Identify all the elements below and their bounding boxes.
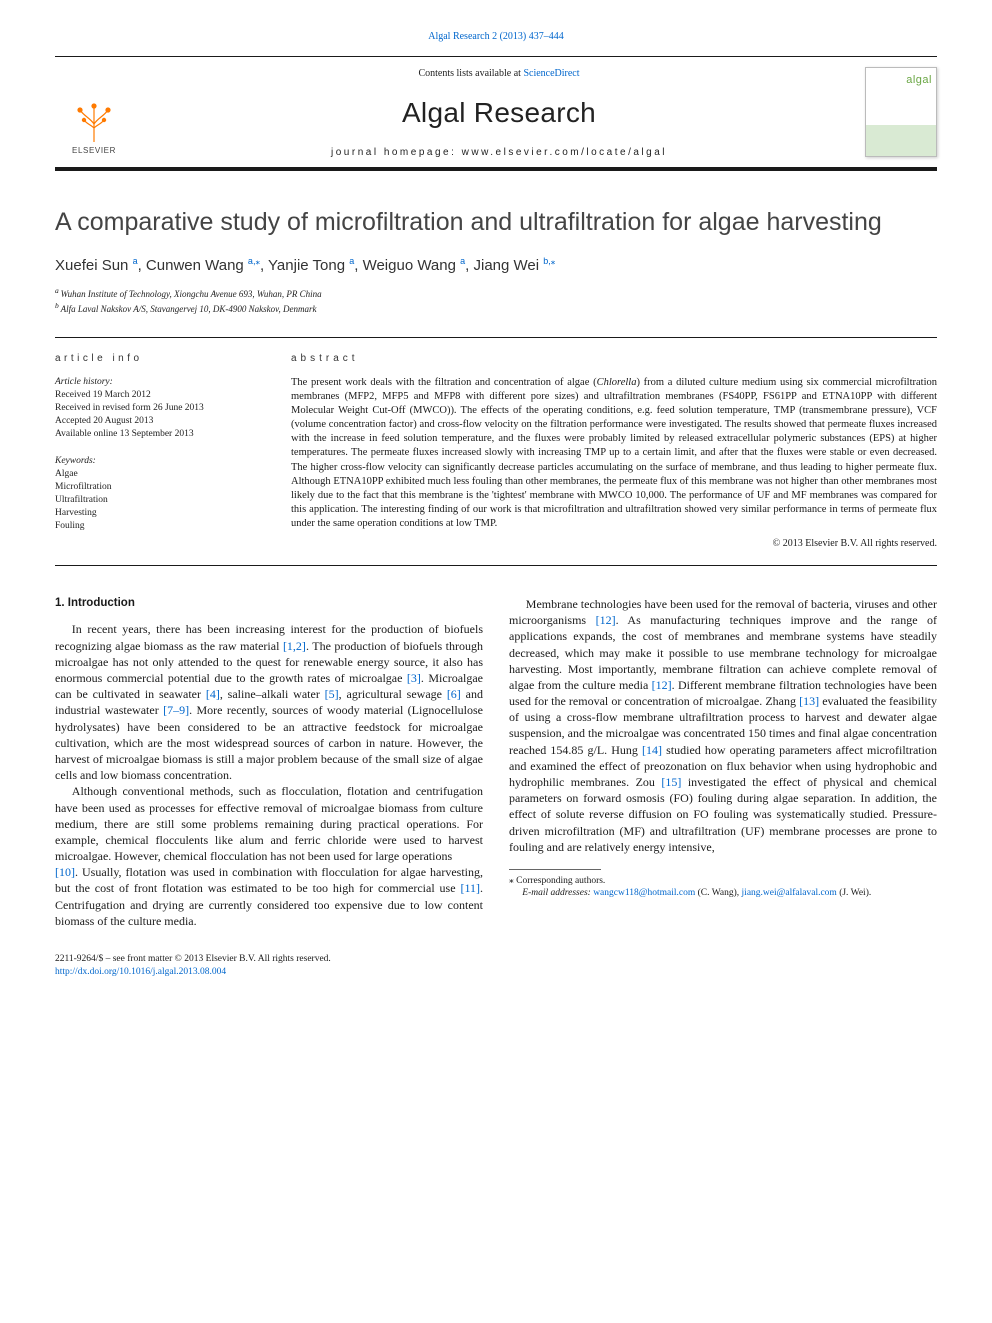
history-line: Received in revised form 26 June 2013 bbox=[55, 402, 257, 415]
body-paragraph: [10]. Usually, flotation was used in com… bbox=[55, 864, 483, 929]
citation-link[interactable]: [15] bbox=[661, 775, 681, 789]
article-history: Article history: Received 19 March 2012R… bbox=[55, 376, 257, 441]
history-head: Article history: bbox=[55, 376, 257, 389]
corresponding-label: ⁎ Corresponding authors. bbox=[509, 875, 937, 887]
author-aff-marker: a bbox=[460, 256, 465, 266]
contents-prefix: Contents lists available at bbox=[418, 68, 523, 79]
body-columns: 1. Introduction In recent years, there h… bbox=[55, 596, 937, 929]
author: Yanjie Tong a bbox=[268, 257, 354, 274]
author: Jiang Wei b,⁎ bbox=[474, 257, 556, 274]
history-line: Available online 13 September 2013 bbox=[55, 428, 257, 441]
keyword: Ultrafiltration bbox=[55, 494, 257, 507]
citation-link[interactable]: [7–9] bbox=[163, 703, 189, 717]
email-link[interactable]: jiang.wei@alfalaval.com bbox=[742, 888, 837, 898]
header-center: Contents lists available at ScienceDirec… bbox=[143, 67, 855, 168]
footer-left: 2211-9264/$ – see front matter © 2013 El… bbox=[55, 953, 331, 979]
page-footer: 2211-9264/$ – see front matter © 2013 El… bbox=[55, 953, 937, 979]
contents-line: Contents lists available at ScienceDirec… bbox=[149, 67, 849, 81]
keyword: Microfiltration bbox=[55, 481, 257, 494]
citation-link[interactable]: [13] bbox=[799, 694, 819, 708]
citation-link[interactable]: [10] bbox=[55, 865, 75, 879]
citation-link[interactable]: [14] bbox=[642, 743, 662, 757]
journal-homepage: journal homepage: www.elsevier.com/locat… bbox=[149, 146, 849, 160]
affiliations: a Wuhan Institute of Technology, Xiongch… bbox=[55, 286, 937, 315]
top-citation-link[interactable]: Algal Research 2 (2013) 437–444 bbox=[428, 31, 564, 42]
author: Cunwen Wang a,⁎ bbox=[146, 257, 260, 274]
keywords-block: Keywords: AlgaeMicrofiltrationUltrafiltr… bbox=[55, 455, 257, 533]
top-citation: Algal Research 2 (2013) 437–444 bbox=[55, 30, 937, 44]
article-info-label: article info bbox=[55, 352, 257, 366]
journal-cover-thumb: algal bbox=[865, 67, 937, 157]
intro-heading: 1. Introduction bbox=[55, 596, 483, 612]
citation-link[interactable]: [4] bbox=[206, 687, 220, 701]
doi-link[interactable]: http://dx.doi.org/10.1016/j.algal.2013.0… bbox=[55, 967, 226, 977]
footnote-rule bbox=[509, 869, 601, 870]
keywords-head: Keywords: bbox=[55, 455, 257, 468]
citation-link[interactable]: [3] bbox=[407, 671, 421, 685]
abstract-column: abstract The present work deals with the… bbox=[273, 337, 937, 565]
elsevier-tree-icon: ELSEVIER bbox=[65, 91, 123, 161]
keyword: Algae bbox=[55, 468, 257, 481]
body-paragraph: Membrane technologies have been used for… bbox=[509, 596, 937, 855]
history-line: Received 19 March 2012 bbox=[55, 389, 257, 402]
body-paragraph: Although conventional methods, such as f… bbox=[55, 783, 483, 864]
sciencedirect-link[interactable]: ScienceDirect bbox=[523, 68, 579, 79]
abstract-text: The present work deals with the filtrati… bbox=[291, 376, 937, 532]
affiliation: b Alfa Laval Nakskov A/S, Stavangervej 1… bbox=[55, 301, 937, 315]
corresponding-emails: E-mail addresses: wangcw118@hotmail.com … bbox=[509, 887, 937, 899]
email-link[interactable]: wangcw118@hotmail.com bbox=[593, 888, 695, 898]
authors-line: Xuefei Sun a, Cunwen Wang a,⁎, Yanjie To… bbox=[55, 255, 937, 276]
author-aff-marker: b,⁎ bbox=[543, 256, 555, 266]
citation-link[interactable]: [6] bbox=[447, 687, 461, 701]
history-line: Accepted 20 August 2013 bbox=[55, 415, 257, 428]
author: Weiguo Wang a bbox=[363, 257, 466, 274]
homepage-prefix: journal homepage: bbox=[331, 147, 462, 158]
issn-line: 2211-9264/$ – see front matter © 2013 El… bbox=[55, 953, 331, 966]
citation-link[interactable]: [1,2] bbox=[283, 639, 306, 653]
homepage-url: www.elsevier.com/locate/algal bbox=[462, 147, 667, 158]
abstract-label: abstract bbox=[291, 352, 937, 366]
article-info-column: article info Article history: Received 1… bbox=[55, 337, 273, 565]
footnote-block: ⁎ Corresponding authors. E-mail addresse… bbox=[509, 875, 937, 900]
cover-word: algal bbox=[906, 73, 932, 88]
abstract-copyright: © 2013 Elsevier B.V. All rights reserved… bbox=[291, 537, 937, 551]
citation-link[interactable]: [11] bbox=[460, 881, 480, 895]
citation-link[interactable]: [12] bbox=[596, 613, 616, 627]
author: Xuefei Sun a bbox=[55, 257, 138, 274]
keyword: Fouling bbox=[55, 520, 257, 533]
citation-link[interactable]: [5] bbox=[325, 687, 339, 701]
author-aff-marker: a bbox=[133, 256, 138, 266]
citation-link[interactable]: [12] bbox=[652, 678, 672, 692]
publisher-logo-block: ELSEVIER bbox=[55, 67, 133, 168]
affiliation: a Wuhan Institute of Technology, Xiongch… bbox=[55, 286, 937, 300]
publisher-name: ELSEVIER bbox=[72, 146, 116, 157]
author-aff-marker: a,⁎ bbox=[248, 256, 260, 266]
info-abstract-block: article info Article history: Received 1… bbox=[55, 337, 937, 566]
journal-header: ELSEVIER Contents lists available at Sci… bbox=[55, 56, 937, 172]
author-aff-marker: a bbox=[349, 256, 354, 266]
keyword: Harvesting bbox=[55, 507, 257, 520]
article-title: A comparative study of microfiltration a… bbox=[55, 207, 937, 238]
journal-name: Algal Research bbox=[149, 94, 849, 132]
body-paragraph: In recent years, there has been increasi… bbox=[55, 621, 483, 783]
